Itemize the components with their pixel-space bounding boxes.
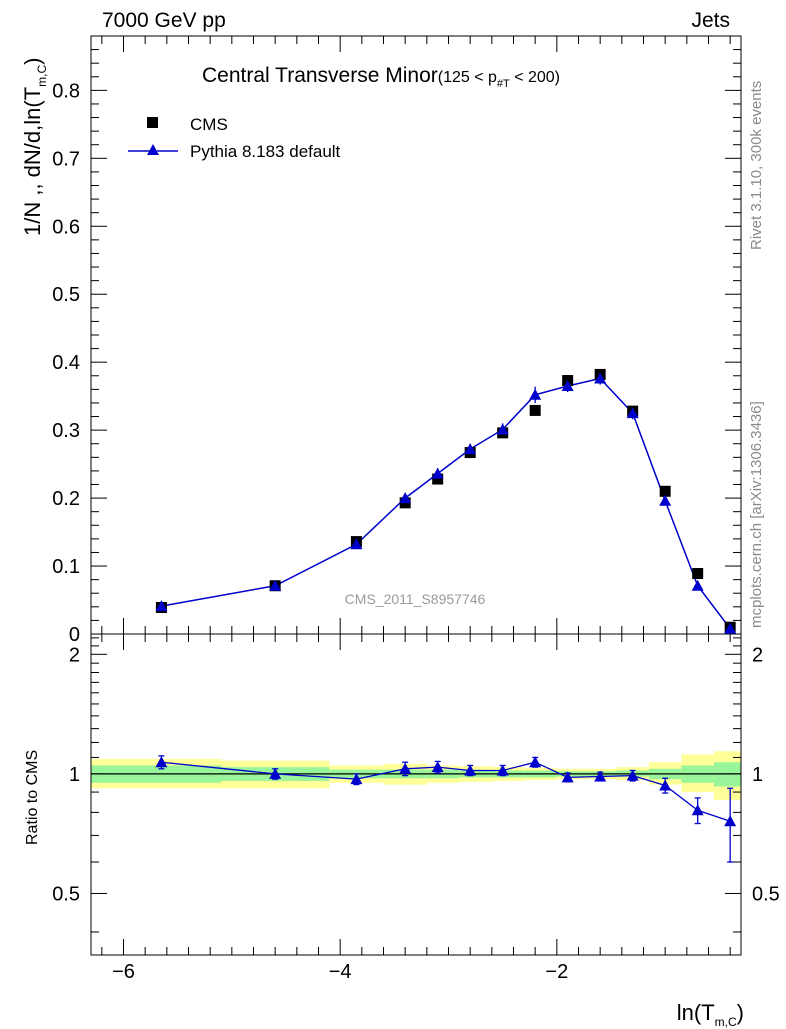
chart-title: Central Transverse Minor(125 < p#T < 200… [202, 64, 560, 90]
x-tick-label: −4 [329, 961, 352, 983]
ratio-point [464, 764, 477, 776]
y-tick-label: 0.2 [52, 488, 80, 510]
x-tick-label: −6 [112, 961, 135, 983]
ratio-point [269, 767, 282, 779]
y-axis-label: 1/N ,, dN/d,ln(Tm,C) [20, 57, 49, 236]
pythia-point [529, 388, 542, 400]
ratio-point [529, 756, 542, 768]
axis-ticks [91, 35, 741, 955]
legend-pythia-label: Pythia 8.183 default [190, 142, 341, 161]
ratio-tick-label-left: 0.5 [52, 883, 80, 905]
cms-point [432, 473, 444, 485]
cms-point [659, 485, 671, 497]
x-axis-label: ln(Tm,C) [676, 1000, 744, 1029]
ratio-line [161, 761, 731, 822]
pythia-point [350, 538, 363, 550]
legend-cms-label: CMS [190, 115, 228, 134]
pythia-point [724, 622, 737, 634]
pythia-point [691, 579, 704, 591]
pythia-point [399, 492, 412, 504]
plot-frames [90, 35, 742, 956]
ratio-plot-frame [90, 633, 742, 956]
ratio-point [594, 770, 607, 782]
y-tick-label: 0.3 [52, 420, 80, 442]
pythia-point [464, 443, 477, 455]
y-tick-label: 0.8 [52, 80, 80, 102]
chart-title-main: Central Transverse Minor [202, 64, 438, 87]
tick-labels: −6 −4 −2 0 0.1 0.2 0.3 0.4 0.5 0.6 0.7 0.8 0.5 0.5 1 1 2… [52, 80, 780, 983]
ratio-series [155, 755, 737, 863]
ratio-tick-label-right: 0.5 [752, 883, 780, 905]
ratio-tick-label-right: 2 [752, 644, 763, 666]
ratio-point [561, 771, 574, 783]
cms-point [692, 568, 704, 580]
ratio-point [431, 761, 444, 773]
cms-point [529, 404, 541, 416]
ratio-axis-label: Ratio to CMS [24, 749, 41, 845]
pythia-point [561, 379, 574, 391]
watermark: CMS_2011_S8957746 [345, 591, 486, 607]
y-tick-label: 0.5 [52, 284, 80, 306]
y-tick-label: 0.6 [52, 216, 80, 238]
pythia-data-points [155, 372, 737, 634]
y-tick-label: 0 [69, 624, 80, 646]
ratio-point [626, 769, 639, 781]
ratio-tick-label-left: 1 [69, 764, 80, 786]
rivet-info: Rivet 3.1.10, 300k events [748, 81, 765, 250]
pythia-point [626, 407, 639, 419]
y-tick-label: 0.7 [52, 148, 80, 170]
main-plot-frame [90, 35, 742, 635]
ratio-point [724, 815, 737, 827]
ratio-point [399, 762, 412, 774]
y-tick-label: 0.4 [52, 352, 80, 374]
ratio-point [659, 779, 672, 791]
pythia-point [269, 579, 282, 591]
ratio-tick-label-left: 2 [69, 644, 80, 666]
mcplots-info: mcplots.cern.ch [arXiv:1306.3436] [748, 401, 765, 628]
ratio-uncertainty-bands [91, 751, 741, 800]
legend-pythia-marker [147, 144, 159, 155]
pythia-point [594, 372, 607, 384]
ratio-point [691, 804, 704, 816]
pythia-point [155, 600, 168, 612]
legend-cms-marker [147, 117, 158, 128]
chart-title-cut: (125 < p#T < 200) [437, 69, 561, 90]
y-tick-label: 0.1 [52, 556, 80, 578]
x-tick-label: −2 [545, 961, 568, 983]
ratio-point [496, 764, 509, 776]
pythia-point [659, 494, 672, 506]
ratio-tick-label-right: 1 [752, 764, 763, 786]
ratio-point [350, 773, 363, 785]
legend: CMS Pythia 8.183 default [128, 115, 341, 161]
beam-label: 7000 GeV pp [102, 9, 226, 32]
ratio-point [155, 756, 168, 768]
pythia-point [431, 467, 444, 479]
process-label: Jets [691, 9, 730, 32]
pythia-point [496, 423, 509, 435]
